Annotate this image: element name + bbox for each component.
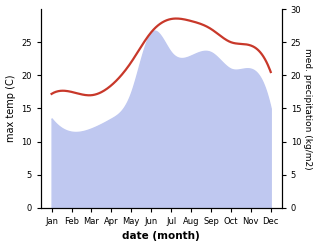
Y-axis label: med. precipitation (kg/m2): med. precipitation (kg/m2) xyxy=(303,48,313,169)
X-axis label: date (month): date (month) xyxy=(122,231,200,242)
Y-axis label: max temp (C): max temp (C) xyxy=(5,75,16,142)
